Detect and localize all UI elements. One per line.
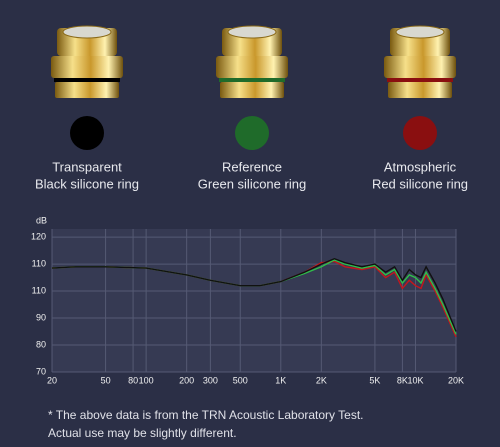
y-tick-label: 110	[32, 285, 46, 295]
option-ring: Black silicone ring	[35, 176, 139, 191]
x-tick-label: 500	[233, 375, 248, 385]
nozzle-body	[384, 56, 456, 78]
color-swatch	[403, 116, 437, 150]
x-tick-label: 10K	[407, 375, 423, 385]
option-name: Transparent	[52, 159, 122, 174]
mesh	[395, 25, 445, 39]
option-ring: Red silicone ring	[372, 176, 468, 191]
nozzle-ring	[219, 78, 285, 82]
x-tick-label: 300	[203, 375, 218, 385]
y-tick-label: 110	[32, 258, 46, 268]
x-tick-label: 8K	[397, 375, 408, 385]
nozzle-body	[51, 56, 123, 78]
x-tick-label: 1K	[275, 375, 286, 385]
x-tick-label: 2K	[316, 375, 327, 385]
nozzle-ring	[54, 78, 120, 82]
x-tick-label: 50	[101, 375, 111, 385]
y-axis-label: dB	[36, 215, 47, 225]
x-tick-label: 5K	[369, 375, 380, 385]
nozzle-thread	[220, 82, 284, 98]
option-ring: Green silicone ring	[198, 176, 306, 191]
nozzle-thread	[55, 82, 119, 98]
series-line	[51, 257, 457, 332]
y-tick-label: 90	[36, 312, 46, 322]
nozzle-thread	[388, 82, 452, 98]
y-tick-label: 120	[31, 231, 46, 241]
x-tick-label: 100	[139, 375, 154, 385]
color-swatch	[70, 116, 104, 150]
mesh	[227, 25, 277, 39]
x-tick-label: 200	[179, 375, 194, 385]
option-name: Atmospheric	[384, 159, 457, 174]
footnote: Actual use may be slightly different.	[48, 426, 237, 440]
y-tick-label: 80	[36, 339, 46, 349]
plot-area	[52, 229, 456, 372]
nozzle-body	[216, 56, 288, 78]
footnote: * The above data is from the TRN Acousti…	[48, 408, 364, 422]
x-tick-label: 80	[128, 375, 138, 385]
nozzle-ring	[387, 78, 453, 82]
x-tick-label: 20	[47, 375, 57, 385]
option-name: Reference	[222, 159, 282, 174]
x-tick-label: 20K	[448, 375, 464, 385]
y-tick-label: 70	[36, 366, 46, 376]
nozzles: Transparent Black silicone ring Reference G…	[35, 25, 468, 191]
color-swatch	[235, 116, 269, 150]
mesh	[62, 25, 112, 39]
